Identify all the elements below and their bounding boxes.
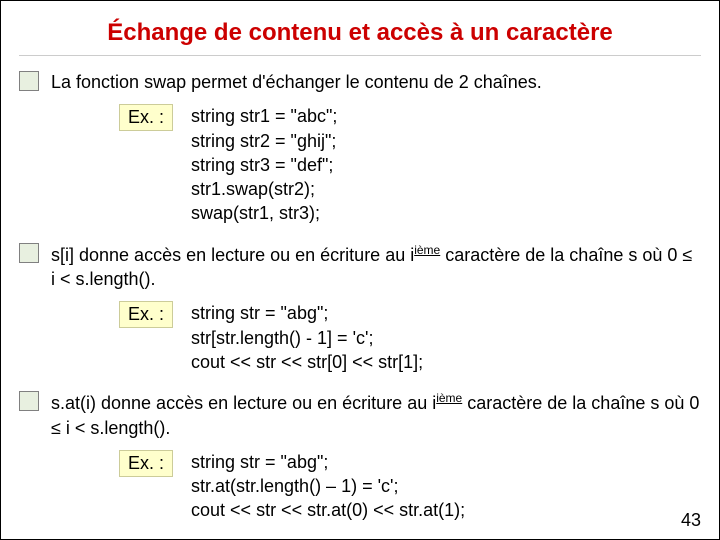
example-label: Ex. : [119, 301, 173, 328]
bullet-item: s.at(i) donne accès en lecture ou en écr… [19, 390, 701, 440]
text-pre: s[i] donne accès en lecture ou en écritu… [51, 245, 414, 265]
example-block: Ex. : string str = "abg"; str.at(str.len… [119, 450, 701, 523]
slide-container: Échange de contenu et accès à un caractè… [0, 0, 720, 540]
bullet-item: s[i] donne accès en lecture ou en écritu… [19, 242, 701, 292]
bullet-icon [19, 391, 39, 411]
slide-title: Échange de contenu et accès à un caractè… [19, 15, 701, 56]
bullet-text: s[i] donne accès en lecture ou en écritu… [51, 242, 701, 292]
bullet-icon [19, 71, 39, 91]
text-pre: s.at(i) donne accès en lecture ou en écr… [51, 393, 436, 413]
bullet-item: La fonction swap permet d'échanger le co… [19, 70, 701, 94]
bullet-text: s.at(i) donne accès en lecture ou en écr… [51, 390, 701, 440]
superscript: ième [436, 391, 462, 405]
example-block: Ex. : string str = "abg"; str[str.length… [119, 301, 701, 374]
bullet-icon [19, 243, 39, 263]
page-number: 43 [681, 510, 701, 531]
example-label: Ex. : [119, 104, 173, 131]
example-label: Ex. : [119, 450, 173, 477]
example-block: Ex. : string str1 = "abc"; string str2 =… [119, 104, 701, 225]
code-block: string str1 = "abc"; string str2 = "ghij… [191, 104, 337, 225]
code-block: string str = "abg"; str[str.length() - 1… [191, 301, 423, 374]
bullet-text: La fonction swap permet d'échanger le co… [51, 70, 542, 94]
code-block: string str = "abg"; str.at(str.length() … [191, 450, 465, 523]
superscript: ième [414, 243, 440, 257]
